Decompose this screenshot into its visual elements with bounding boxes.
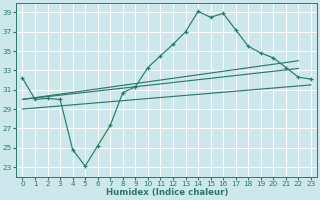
X-axis label: Humidex (Indice chaleur): Humidex (Indice chaleur)	[106, 188, 228, 197]
